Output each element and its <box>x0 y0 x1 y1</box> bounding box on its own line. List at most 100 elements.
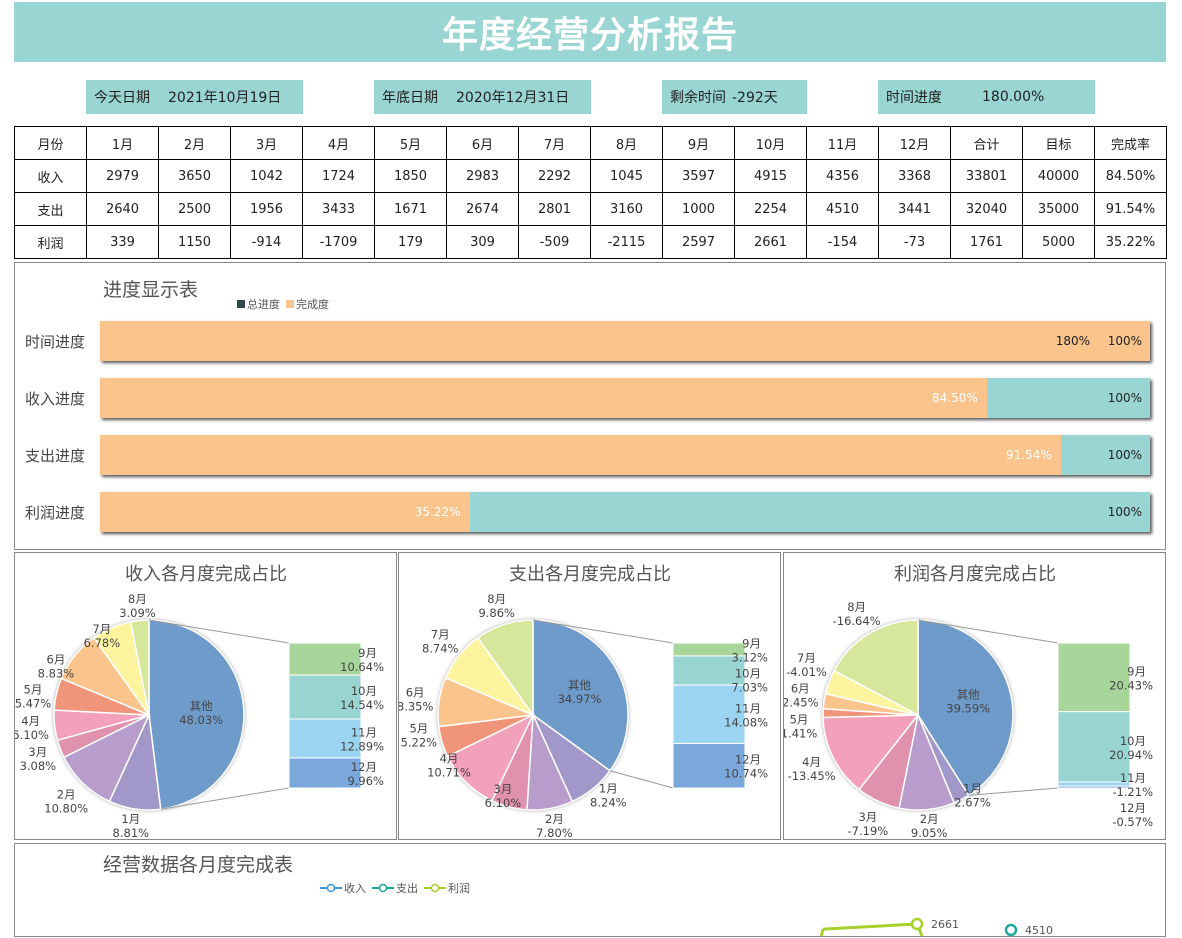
progress-total: 100% <box>1107 391 1142 405</box>
pie-label: 其他 <box>957 687 980 701</box>
pie-slice <box>476 619 534 718</box>
info-value: -292天 <box>732 90 778 106</box>
progress-value: 84.50% <box>932 391 978 405</box>
progress-row-label: 支出进度 <box>25 447 86 465</box>
table-cell: 9月 <box>662 126 735 160</box>
bar-label-value: 9.96% <box>347 774 384 788</box>
bar-label-value: -1.21% <box>1112 785 1153 799</box>
table-cell: -154 <box>806 225 879 259</box>
pie-slice <box>833 619 919 717</box>
bar-label: 9月 <box>358 646 377 660</box>
progress-panel: 进度显示表 总进度 完成度 <box>14 262 1166 550</box>
table-header: 月份 1月 2月 3月 4月 5月 6月 7月 8月 9月 10月 11月 12月 合计 目标 完成率 <box>14 126 1167 160</box>
bar-label-value: 14.08% <box>724 715 768 729</box>
bar-of-pie-segment <box>1057 642 1131 713</box>
table-cell: 3597 <box>662 159 735 193</box>
pie-label: 5月 <box>409 721 428 735</box>
table-cell: -73 <box>878 225 951 259</box>
pie-label: 6月 <box>406 685 425 699</box>
table-cell: 91.54% <box>1094 192 1167 226</box>
table-cell: 2254 <box>734 192 807 226</box>
pie-label: 4月 <box>802 755 821 769</box>
pie-label: 其他 <box>568 678 591 692</box>
table-cell: 4月 <box>302 126 375 160</box>
pie-label-value: 3.08% <box>20 759 57 773</box>
bar-label: 11月 <box>351 725 377 739</box>
bar-of-pie-segment <box>672 655 746 686</box>
pie-label-value: 2.67% <box>954 796 991 810</box>
bar-label-value: 10.64% <box>340 660 384 674</box>
pie-label-value: 8.24% <box>590 796 627 810</box>
table-cell: 2640 <box>86 192 159 226</box>
profit-point <box>910 917 924 931</box>
table-cell: 2292 <box>518 159 591 193</box>
table-cell: 32040 <box>950 192 1023 226</box>
table-cell: 1045 <box>590 159 663 193</box>
table-cell: 3368 <box>878 159 951 193</box>
pie-slice <box>822 714 920 791</box>
table-cell: 1月 <box>86 126 159 160</box>
bar-label: 12月 <box>351 760 377 774</box>
table-cell: -2115 <box>590 225 663 259</box>
table-cell: -914 <box>230 225 303 259</box>
table-cell: 179 <box>374 225 447 259</box>
table-cell: 1956 <box>230 192 303 226</box>
pie-label: 7月 <box>92 622 111 636</box>
progress-row-label: 时间进度 <box>25 333 86 351</box>
table-cell: 339 <box>86 225 159 259</box>
bar-label: 12月 <box>735 753 761 767</box>
point-label: 2661 <box>931 918 959 931</box>
table-cell: 1000 <box>662 192 735 226</box>
progress-legend: 总进度 完成度 <box>237 296 329 312</box>
bar-label: 10月 <box>735 666 761 680</box>
pie-panel-profit: 利润各月度完成占比 其他 39.59% 1月 2.67% 2月 9.05% 3月 -7.19% 4… <box>781 552 1166 840</box>
pie-title: 支出各月度完成占比 <box>509 564 671 585</box>
table-cell: 1724 <box>302 159 375 193</box>
pie-label-value: 48.03% <box>179 713 223 727</box>
pie-label: 6月 <box>47 652 66 666</box>
pie-label-value: 7.80% <box>536 826 573 839</box>
pie-panel-expense: 支出各月度完成占比 其他 34.97% 1月 8.24% 2月 7.80% 3月 6.10% 4月… <box>397 552 781 840</box>
bar-label: 11月 <box>1120 771 1146 785</box>
pie-label: 7月 <box>797 651 816 665</box>
table-cell: 2597 <box>662 225 735 259</box>
legend-0: 收入 <box>320 880 366 896</box>
bar-label-value: 14.54% <box>340 698 384 712</box>
bar-of-pie-segment <box>672 684 746 744</box>
report-title: 年度经营分析报告 <box>14 2 1166 62</box>
pie-label: 2月 <box>920 812 939 826</box>
progress-row-label: 收入进度 <box>25 390 86 408</box>
table-cell: 2983 <box>446 159 519 193</box>
table-cell: 4915 <box>734 159 807 193</box>
monthly-table: 月份 1月 2月 3月 4月 5月 6月 7月 8月 9月 10月 11月 12月 合计 目标 完成率 收入 29… <box>14 126 1167 259</box>
table-cell: 3160 <box>590 192 663 226</box>
table-cell: 1761 <box>950 225 1023 259</box>
pie-label-value: 10.71% <box>427 766 471 780</box>
progress-bar: 91.54% 100% <box>100 435 1150 475</box>
pie-label-value: -4.01% <box>786 665 827 679</box>
pie-label: 8月 <box>847 600 866 614</box>
bar-label-value: 20.94% <box>1109 748 1153 762</box>
bar-label-value: 20.43% <box>1109 678 1153 692</box>
progress-total: 100% <box>1107 505 1142 519</box>
table-cell: 4356 <box>806 159 879 193</box>
bar-label-value: 10.74% <box>724 767 768 781</box>
table-cell: 2979 <box>86 159 159 193</box>
table-cell: 2661 <box>734 225 807 259</box>
pie-label-value: 9.05% <box>911 826 948 839</box>
bar-of-pie-segment <box>288 757 362 789</box>
info-label: 时间进度 <box>886 90 942 106</box>
pie-label: 3月 <box>858 810 877 824</box>
bar-label-value: 12.89% <box>340 739 384 753</box>
progress-value: 35.22% <box>414 505 461 519</box>
table-cell: 3433 <box>302 192 375 226</box>
table-row: 支出 2640 2500 1956 3433 1671 2674 2801 3160 1000 22… <box>14 192 1167 226</box>
pie-label-value: 5.10% <box>15 728 49 742</box>
table-row: 收入 2979 3650 1042 1724 1850 2983 2292 1045 3597 49… <box>14 159 1167 193</box>
table-cell: 2月 <box>158 126 231 160</box>
pie-label: 5月 <box>790 712 809 726</box>
table-row: 利润 339 1150 -914 -1709 179 309 -509 -2115 2597 266… <box>14 225 1167 259</box>
point-label: 4510 <box>1025 924 1053 936</box>
table-cell: 1042 <box>230 159 303 193</box>
pie-label-value: 9.86% <box>478 606 515 620</box>
